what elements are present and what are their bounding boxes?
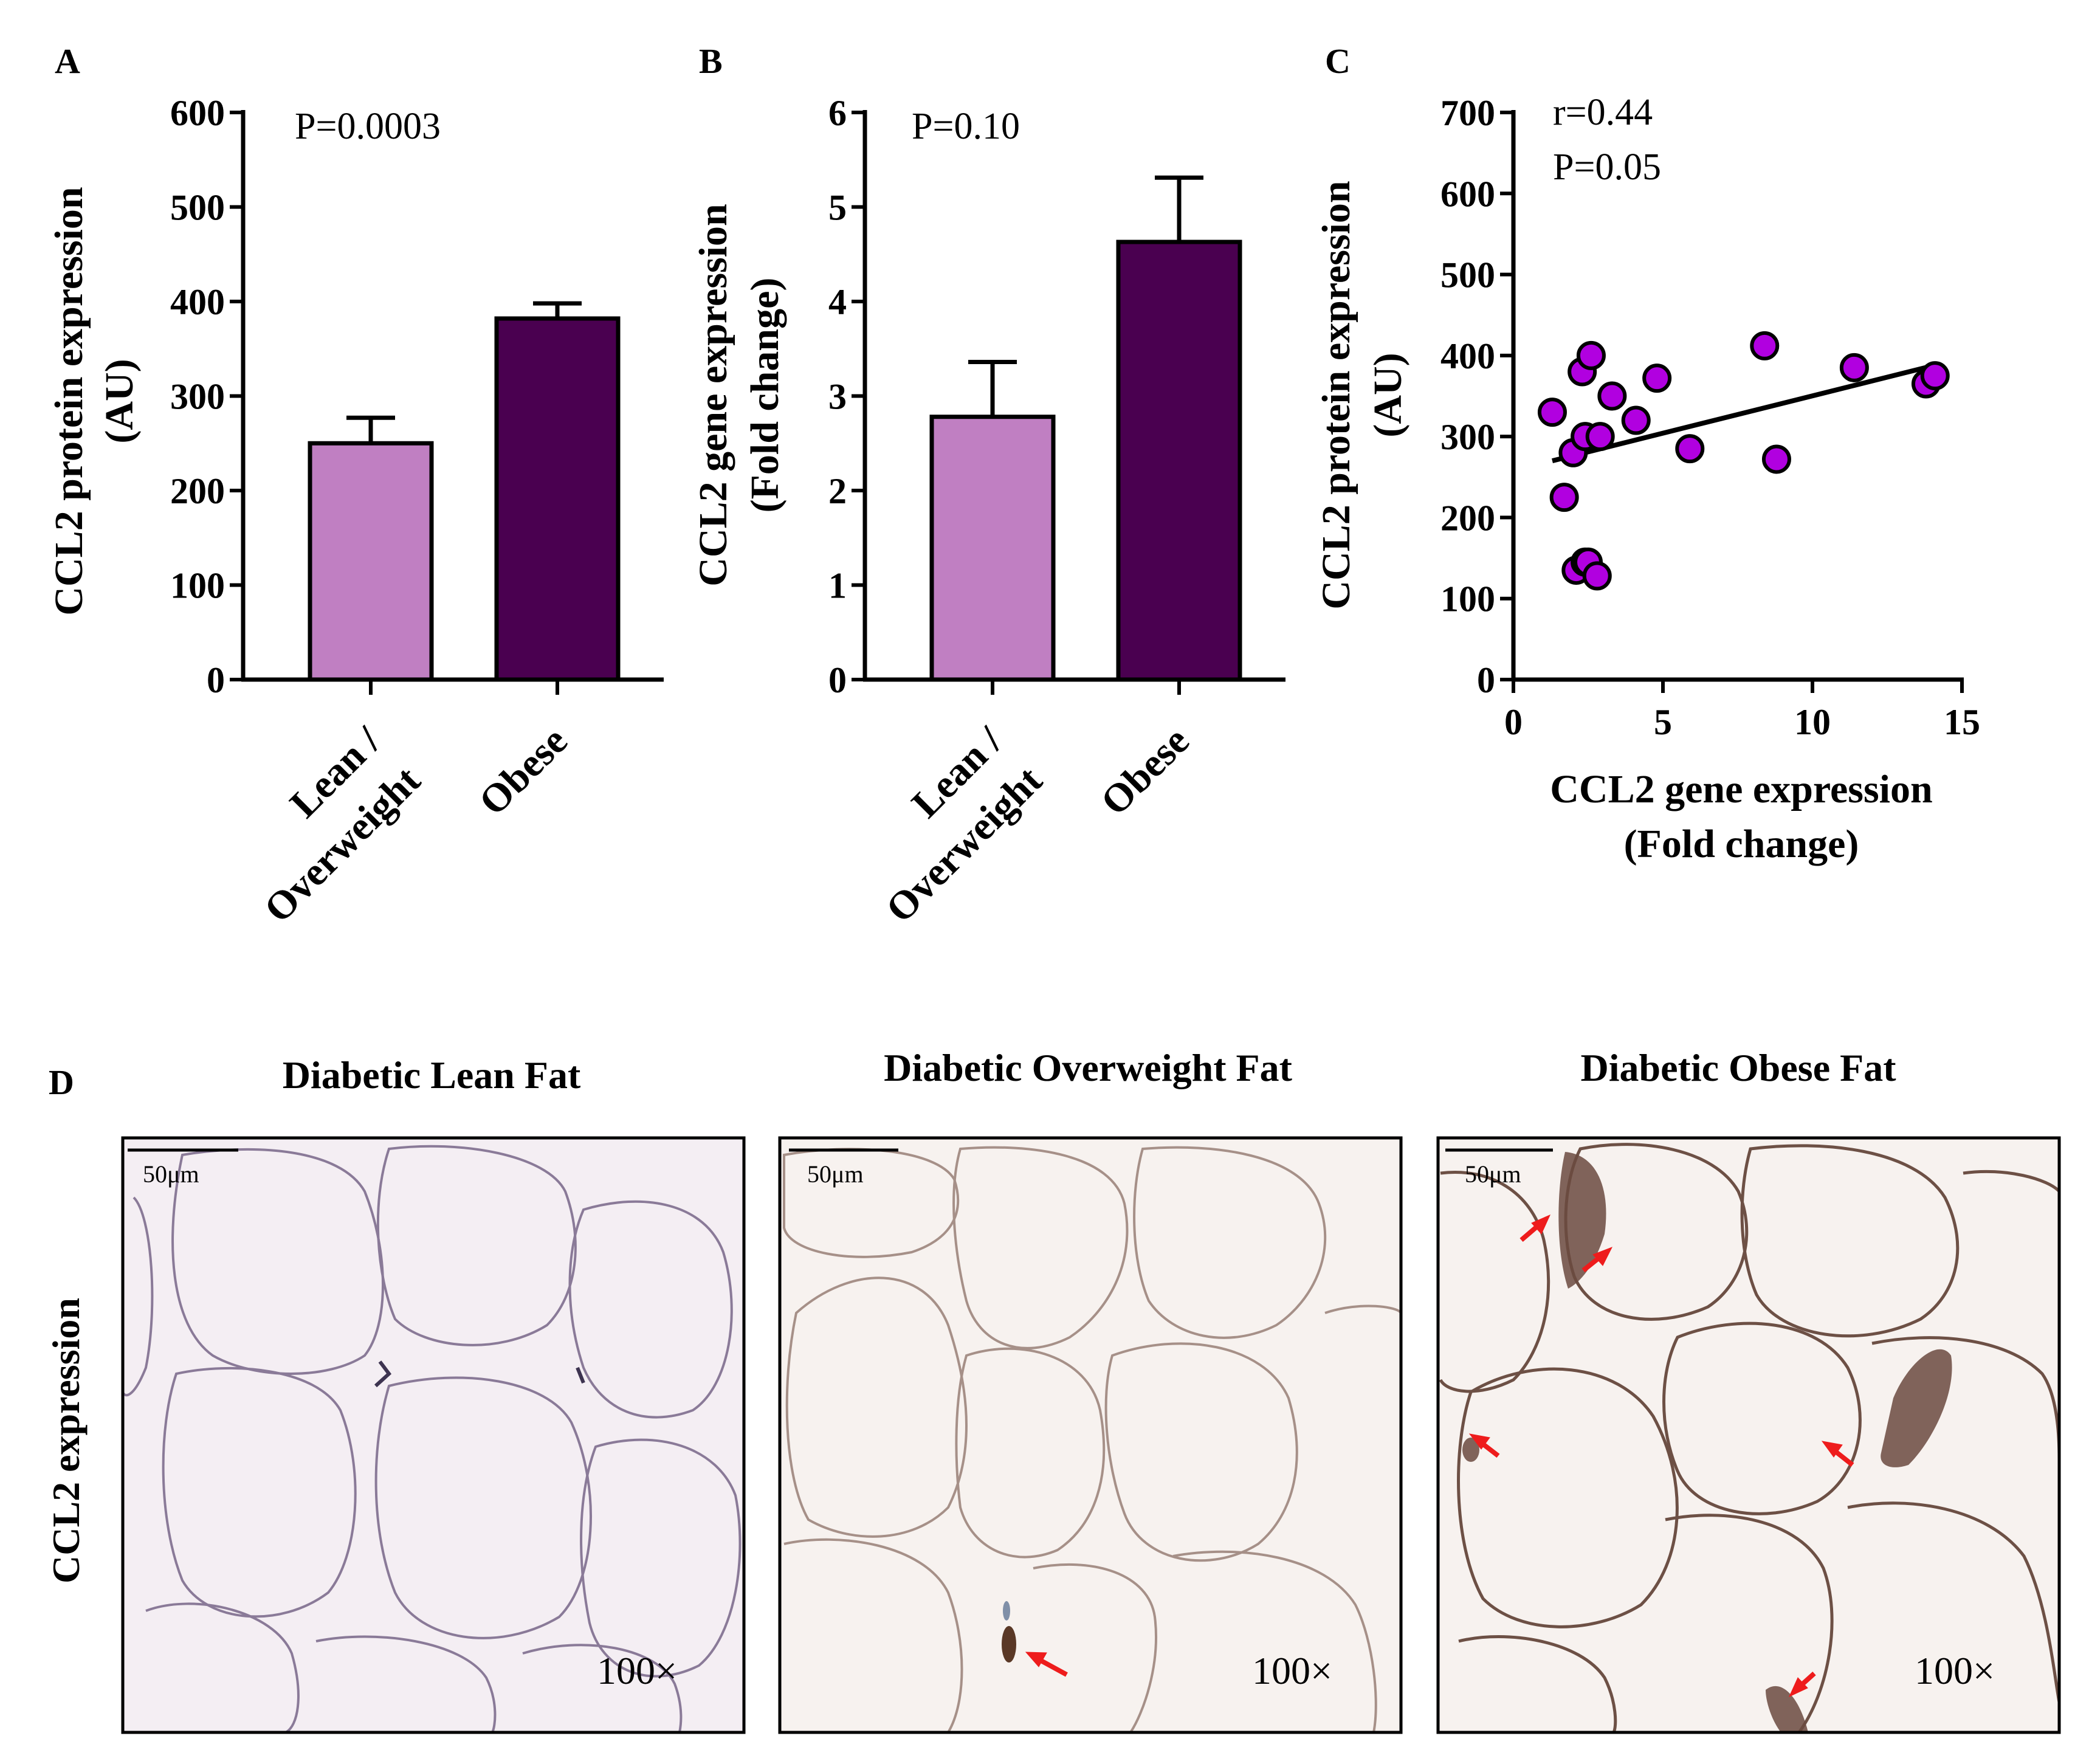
chart-c-ytick-label: 100 xyxy=(1440,579,1495,619)
scale-bar-label-obese: 50μm xyxy=(1465,1160,1521,1188)
chart-c-ytick-label: 0 xyxy=(1477,660,1495,700)
chart-c-xtick-label: 15 xyxy=(1944,702,1980,742)
chart-c-ylabel-line2: (AU) xyxy=(1366,353,1410,437)
chart-b-ytick-label: 4 xyxy=(828,282,847,322)
adipocyte-membranes-lean xyxy=(123,1145,742,1732)
chart-b-bar-1 xyxy=(1116,239,1242,682)
chart-a-category-label-0: Lean /Overweight xyxy=(216,718,430,931)
chart-a-ylabel-line2: (AU) xyxy=(97,359,142,443)
chart-c-xlabel-line1: CCL2 gene expression xyxy=(1550,767,1932,811)
chart-c-point xyxy=(1761,444,1791,474)
chart-c-point xyxy=(1750,331,1780,360)
chart-c-annotation-r: r=0.44 xyxy=(1553,92,1653,133)
chart-c-xtick-label: 0 xyxy=(1504,702,1523,742)
chart-b-ytick-label: 6 xyxy=(828,93,847,133)
chart-c-xlabel-line2: (Fold change) xyxy=(1624,822,1859,866)
chart-c-point xyxy=(1675,434,1705,464)
panel-label-a: A xyxy=(55,41,80,81)
chart-b-ylabel-line2: (Fold change) xyxy=(743,278,787,513)
scale-bar-label-lean: 50μm xyxy=(143,1160,199,1188)
chart-c-ytick-label: 200 xyxy=(1440,498,1495,538)
chart-b-ytick-label: 5 xyxy=(828,188,847,228)
chart-a-ytick-label: 0 xyxy=(207,660,225,700)
panel-label-b: B xyxy=(699,41,723,81)
chart-a-ytick-label: 500 xyxy=(170,188,225,228)
micrograph-title-overweight: Diabetic Overweight Fat xyxy=(884,1046,1293,1089)
chart-b-bar-0 xyxy=(929,415,1056,682)
chart-a-ytick-label: 600 xyxy=(170,93,225,133)
chart-a-annotation: P=0.0003 xyxy=(295,106,441,147)
chart-c-point xyxy=(1549,483,1579,512)
chart-a-category-label-1: Obese xyxy=(470,718,576,824)
chart-b-category-label-1: Obese xyxy=(1092,718,1197,824)
adipocyte-membranes-overweight xyxy=(783,1146,1401,1732)
magnification-obese: 100× xyxy=(1915,1649,1995,1692)
arrow-icons-obese xyxy=(1468,1214,1854,1698)
chart-c-point xyxy=(1920,361,1950,391)
chart-c-ytick-label: 600 xyxy=(1440,174,1495,214)
chart-c-ylabel-line1: CCL2 protein expression xyxy=(1314,181,1358,609)
magnification-overweight: 100× xyxy=(1252,1649,1332,1692)
chart-c-point xyxy=(1839,353,1869,382)
chart-c-ytick-label: 300 xyxy=(1440,417,1495,457)
magnification-lean: 100× xyxy=(597,1649,677,1692)
chart-a-ytick-label: 200 xyxy=(170,471,225,511)
chart-b-ylabel-line1: CCL2 gene expression xyxy=(691,204,735,586)
chart-a-ylabel-line1: CCL2 protein expression xyxy=(47,187,91,615)
chart-b: CCL2 gene expression (Fold change) P=0.1… xyxy=(691,93,1285,931)
chart-a-ytick-label: 400 xyxy=(170,282,225,322)
chart-c-point xyxy=(1585,422,1615,452)
chart-a-ytick-label: 100 xyxy=(170,566,225,606)
scale-bar-label-overweight: 50μm xyxy=(807,1160,864,1188)
chart-a: CCL2 protein expression (AU) P=0.0003 0 1… xyxy=(47,93,664,931)
micrograph-image-obese: 50μm 100× xyxy=(1436,1136,2061,1734)
micrograph-row-label: CCL2 expression xyxy=(44,1298,88,1583)
chart-a-bar-0 xyxy=(308,441,434,682)
chart-b-ytick-label: 1 xyxy=(828,566,847,606)
chart-c-point xyxy=(1642,363,1672,393)
chart-a-bar-1 xyxy=(494,316,621,682)
chart-c-point xyxy=(1597,381,1627,411)
chart-b-category-line: Obese xyxy=(1092,718,1197,824)
micrograph-panel: CCL2 expression Diabetic Lean Fat Diabet… xyxy=(44,1046,2061,1734)
chart-c-fit-line xyxy=(1551,362,1936,464)
chart-b-annotation: P=0.10 xyxy=(912,106,1020,147)
chart-c-ytick-label: 500 xyxy=(1440,255,1495,295)
micrograph-image-lean: 50μm 100× xyxy=(121,1136,746,1734)
micrograph-title-obese: Diabetic Obese Fat xyxy=(1581,1046,1897,1089)
chart-c-xtick-label: 10 xyxy=(1794,702,1831,742)
arrow-icon xyxy=(1025,1652,1068,1677)
chart-c-point xyxy=(1582,561,1612,591)
chart-c-point xyxy=(1537,398,1567,427)
micrograph-title-lean: Diabetic Lean Fat xyxy=(283,1053,581,1097)
micrograph-image-overweight: 50μm 100× xyxy=(778,1136,1403,1734)
chart-c-ytick-label: 700 xyxy=(1440,93,1495,133)
chart-c-ytick-label: 400 xyxy=(1440,336,1495,376)
chart-b-ytick-label: 0 xyxy=(828,660,847,700)
chart-c-xtick-label: 5 xyxy=(1654,702,1672,742)
panel-label-c: C xyxy=(1325,41,1351,81)
chart-b-ytick-label: 2 xyxy=(828,471,847,511)
chart-c: CCL2 protein expression (AU) r=0.44 P=0.… xyxy=(1314,92,1980,866)
chart-c-point xyxy=(1576,340,1606,370)
chart-c-annotation-p: P=0.05 xyxy=(1553,146,1661,188)
panel-label-d: D xyxy=(49,1063,74,1102)
chart-b-category-label-0: Lean /Overweight xyxy=(838,718,1051,931)
chart-c-point xyxy=(1621,405,1651,435)
chart-a-category-line: Obese xyxy=(470,718,576,824)
chart-a-ytick-label: 300 xyxy=(170,377,225,417)
chart-b-ytick-label: 3 xyxy=(828,377,847,417)
